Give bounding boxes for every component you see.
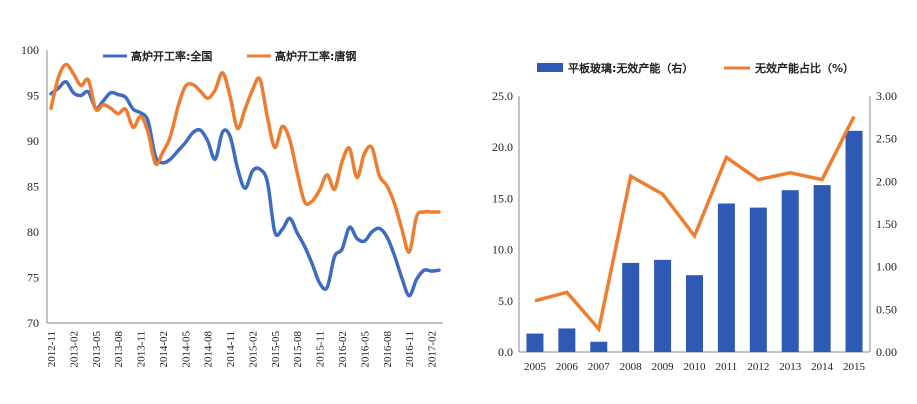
right-y2-tick-label: 2.50 — [876, 132, 897, 146]
left-y-tick-label: 95 — [27, 89, 39, 103]
right-x-tick-label: 2012 — [747, 361, 769, 373]
right-x-tick-label: 2010 — [684, 361, 707, 373]
right-y-tick-label: 0.0 — [498, 345, 513, 359]
right-legend-label-line: 无效产能占比（%） — [754, 61, 854, 75]
right-x-tick-label: 2015 — [843, 361, 866, 373]
left-legend-label-1: 高炉开工率:全国 — [131, 49, 212, 63]
left-x-tick-label: 2013-08 — [113, 331, 125, 368]
right-bar — [781, 190, 799, 352]
left-y-tick-label: 85 — [27, 180, 39, 194]
left-y-tick-label: 100 — [21, 43, 39, 57]
right-x-tick-label: 2011 — [716, 361, 738, 373]
right-y2-tick-label: 0.50 — [876, 302, 897, 316]
left-y-tick-label: 80 — [27, 225, 39, 239]
left-x-tick-label: 2014-05 — [180, 331, 192, 368]
left-x-tick-label: 2016-11 — [404, 331, 416, 367]
left-x-tick-label: 2016-05 — [359, 331, 371, 368]
left-x-tick-label: 2014-11 — [225, 331, 237, 367]
right-x-tick-label: 2007 — [588, 361, 611, 373]
right-x-tick-label: 2009 — [652, 361, 675, 373]
right-y2-tick-label: 0.00 — [876, 345, 897, 359]
right-x-tick-label: 2014 — [811, 361, 834, 373]
right-x-tick-label: 2005 — [524, 361, 547, 373]
left-x-tick-label: 2017-02 — [427, 331, 439, 368]
left-x-tick-label: 2015-08 — [292, 331, 304, 368]
right-y2-tick-label: 2.00 — [876, 174, 897, 188]
right-y-tick-label: 15.0 — [492, 191, 513, 205]
right-x-tick-label: 2013 — [779, 361, 802, 373]
left-x-tick-label: 2016-08 — [382, 331, 394, 368]
right-y2-tick-label: 3.00 — [876, 89, 897, 103]
right-bar — [686, 275, 703, 352]
left-y-tick-label: 75 — [27, 271, 39, 285]
left-series-line-1 — [49, 80, 441, 298]
right-bar — [654, 259, 672, 352]
left-x-tick-label: 2014-08 — [203, 331, 215, 368]
left-x-tick-label: 2014-02 — [158, 331, 170, 368]
right-y-tick-label: 20.0 — [492, 140, 513, 154]
left-y-tick-label: 70 — [27, 316, 39, 330]
left-x-tick-label: 2012-11 — [46, 331, 58, 367]
right-legend-swatch-bar — [537, 63, 563, 72]
right-y-tick-label: 25.0 — [492, 89, 513, 103]
left-x-tick-label: 2015-11 — [315, 331, 327, 367]
right-x-tick-label: 2006 — [556, 361, 579, 373]
right-y2-tick-label: 1.00 — [876, 260, 897, 274]
right-series-line — [534, 115, 856, 333]
right-bar — [622, 262, 640, 352]
left-x-tick-label: 2013-05 — [91, 331, 103, 368]
right-bar — [845, 130, 863, 352]
left-x-tick-label: 2013-11 — [136, 331, 148, 367]
left-x-tick-label: 2013-02 — [68, 331, 80, 368]
left-x-tick-label: 2015-02 — [247, 331, 259, 368]
right-bar — [590, 341, 608, 352]
right-legend-label-bar: 平板玻璃:无效产能（右） — [568, 61, 693, 75]
right-bar — [558, 328, 576, 352]
left-legend-label-2: 高炉开工率:唐钢 — [275, 49, 356, 63]
left-x-tick-label: 2016-02 — [337, 331, 349, 368]
left-x-tick-label: 2015-05 — [270, 331, 282, 368]
right-y2-tick-label: 1.50 — [876, 217, 897, 231]
left-y-tick-label: 90 — [27, 134, 39, 148]
right-bar — [717, 203, 735, 352]
right-y-tick-label: 10.0 — [492, 243, 513, 257]
right-bar — [813, 185, 831, 352]
right-bar — [749, 207, 767, 352]
right-x-tick-label: 2008 — [620, 361, 643, 373]
left-series-line-2 — [49, 62, 441, 254]
right-y-tick-label: 5.0 — [498, 294, 513, 308]
right-bar — [526, 333, 544, 352]
